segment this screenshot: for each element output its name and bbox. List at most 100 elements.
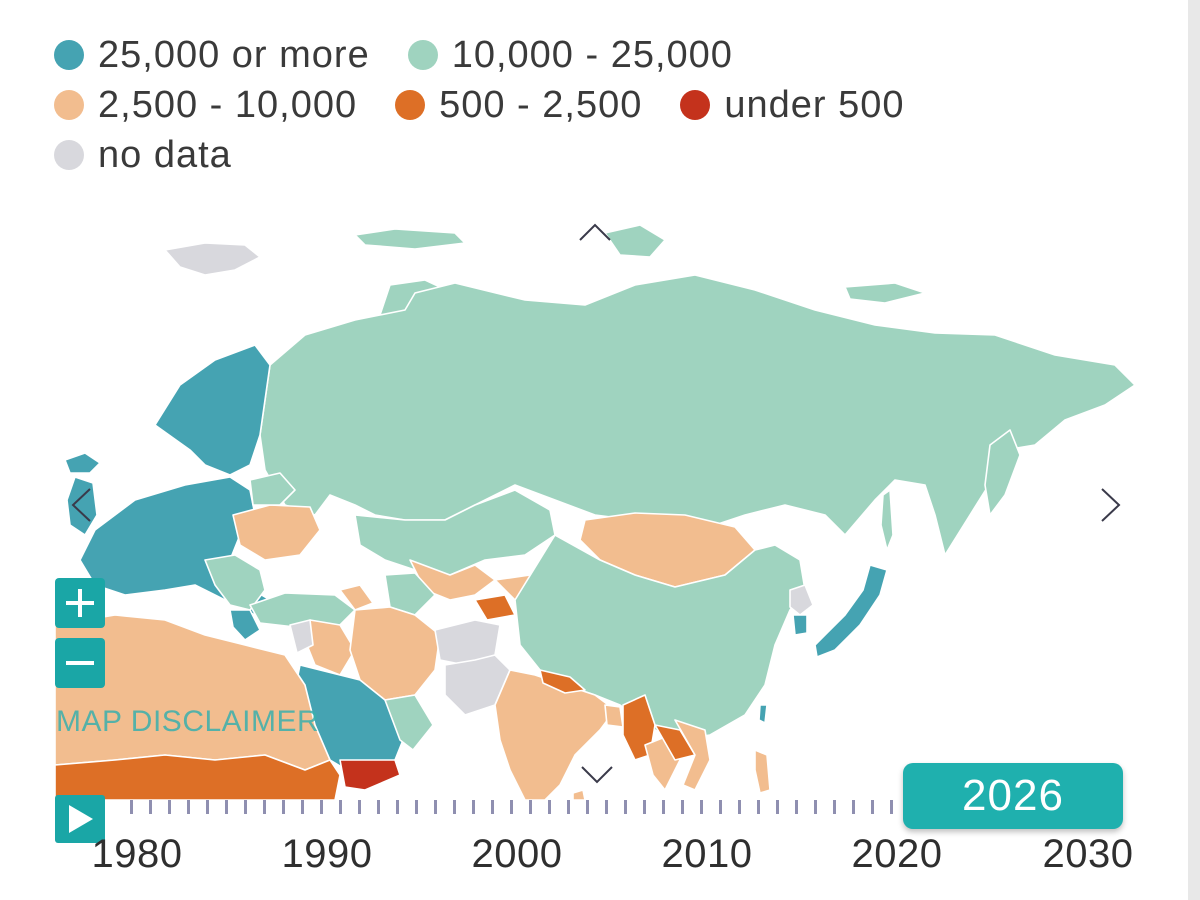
timeline-tick xyxy=(225,800,228,814)
zoom-out-button[interactable] xyxy=(55,638,105,688)
legend-swatch xyxy=(54,40,84,70)
timeline-tick xyxy=(301,800,304,814)
timeline-tick xyxy=(453,800,456,814)
map-region-iceland[interactable] xyxy=(64,452,101,474)
legend-swatch xyxy=(407,40,438,70)
timeline-label: 2000 xyxy=(471,832,563,876)
timeline-tick xyxy=(681,800,684,814)
legend-item-500-2500[interactable]: 500 - 2,500 xyxy=(395,84,642,127)
timeline-track[interactable] xyxy=(130,800,920,816)
chevron-up-icon[interactable] xyxy=(578,222,612,242)
legend-row: 2,500 - 10,000 500 - 2,500 under 500 xyxy=(54,80,1054,130)
map-region-ukraine[interactable] xyxy=(232,504,321,561)
legend-item-2500-10000[interactable]: 2,500 - 10,000 xyxy=(54,84,357,127)
legend-swatch xyxy=(680,90,711,120)
timeline-tick xyxy=(776,800,779,814)
map-region-oman[interactable] xyxy=(384,694,434,751)
timeline-tick xyxy=(149,800,152,814)
timeline-label: 2010 xyxy=(661,832,753,876)
map-region-tajikistan[interactable] xyxy=(474,594,516,621)
map-region-arctic-islands[interactable] xyxy=(354,228,466,250)
map-region-levant[interactable] xyxy=(289,619,314,654)
timeline-tick xyxy=(415,800,418,814)
side-scroll-strip xyxy=(1188,0,1200,900)
map-region-philippines[interactable] xyxy=(754,749,771,794)
legend-swatch xyxy=(395,90,426,120)
legend-row: no data xyxy=(54,130,1054,180)
map-region-south-korea[interactable] xyxy=(792,614,808,636)
map-region-new-siberian[interactable] xyxy=(844,282,926,304)
legend-row: 25,000 or more 10,000 - 25,000 xyxy=(54,30,1054,80)
legend-swatch xyxy=(54,90,84,120)
timeline-tick xyxy=(605,800,608,814)
timeline-tick xyxy=(814,800,817,814)
map-region-taiwan[interactable] xyxy=(758,704,768,724)
timeline-label: 1980 xyxy=(91,832,183,876)
map-region-japan[interactable] xyxy=(814,564,888,658)
map-region-turkey[interactable] xyxy=(249,592,356,628)
timeline-label: 2030 xyxy=(1042,832,1134,876)
map-region-kazakhstan[interactable] xyxy=(354,489,556,576)
current-year-badge[interactable]: 2026 xyxy=(903,763,1123,829)
timeline-tick xyxy=(396,800,399,814)
map-region-belarus[interactable] xyxy=(249,472,296,506)
zoom-in-button[interactable] xyxy=(55,578,105,628)
timeline-tick xyxy=(548,800,551,814)
timeline-tick xyxy=(833,800,836,814)
timeline-tick xyxy=(529,800,532,814)
legend-item-no-data[interactable]: no data xyxy=(54,134,232,177)
map-region-iran[interactable] xyxy=(349,606,441,701)
timeline-tick xyxy=(244,800,247,814)
timeline-label: 1990 xyxy=(281,832,373,876)
map-region-yemen[interactable] xyxy=(339,759,401,791)
legend-item-10000-25000[interactable]: 10,000 - 25,000 xyxy=(407,34,733,77)
map-disclaimer-link[interactable]: MAP DISCLAIMER xyxy=(56,705,320,738)
map-region-severnaya-zemlya[interactable] xyxy=(604,224,666,258)
map-region-vietnam[interactable] xyxy=(674,719,711,791)
timeline-tick xyxy=(662,800,665,814)
timeline-tick xyxy=(358,800,361,814)
timeline-tick xyxy=(282,800,285,814)
timeline-tick xyxy=(586,800,589,814)
timeline-label: 2020 xyxy=(851,832,943,876)
map-region-iraq[interactable] xyxy=(304,619,356,676)
map-region-balkans[interactable] xyxy=(204,554,266,611)
timeline-tick xyxy=(871,800,874,814)
map-region-north-korea[interactable] xyxy=(789,584,814,616)
legend-label: 500 - 2,500 xyxy=(439,83,643,126)
map-region-sri-lanka[interactable] xyxy=(572,789,586,800)
timeline-tick xyxy=(852,800,855,814)
chevron-left-icon[interactable] xyxy=(70,487,92,523)
timeline-tick xyxy=(187,800,190,814)
timeline-tick xyxy=(130,800,133,814)
timeline-tick xyxy=(567,800,570,814)
legend-item-under-500[interactable]: under 500 xyxy=(680,84,904,127)
map-region-russia[interactable] xyxy=(259,274,1136,556)
legend-item-25000-plus[interactable]: 25,000 or more xyxy=(54,34,370,77)
map-region-nepal[interactable] xyxy=(539,669,586,694)
map-region-turkmenistan[interactable] xyxy=(384,572,436,616)
map-region-bangladesh[interactable] xyxy=(604,704,624,728)
map-region-caucasus[interactable] xyxy=(339,584,374,611)
chevron-right-icon[interactable] xyxy=(1100,487,1122,523)
timeline-tick xyxy=(491,800,494,814)
timeline-tick xyxy=(795,800,798,814)
timeline-tick xyxy=(320,800,323,814)
map-region-scandinavia[interactable] xyxy=(154,344,271,476)
timeline-tick xyxy=(339,800,342,814)
timeline-tick xyxy=(206,800,209,814)
map-region-sakhalin[interactable] xyxy=(880,489,894,551)
timeline-tick xyxy=(377,800,380,814)
timeline-tick xyxy=(643,800,646,814)
chevron-down-icon[interactable] xyxy=(580,765,614,785)
map-region-sahel[interactable] xyxy=(55,754,341,800)
map-region-india[interactable] xyxy=(494,669,616,800)
play-button[interactable] xyxy=(55,795,105,843)
legend-label: 2,500 - 10,000 xyxy=(98,83,358,126)
map-region-greece[interactable] xyxy=(229,609,261,641)
map-region-svalbard[interactable] xyxy=(164,242,261,276)
timeline-tick xyxy=(890,800,893,814)
choropleth-map[interactable] xyxy=(55,215,1185,800)
map-region-kamchatka[interactable] xyxy=(984,429,1021,516)
timeline-tick xyxy=(738,800,741,814)
